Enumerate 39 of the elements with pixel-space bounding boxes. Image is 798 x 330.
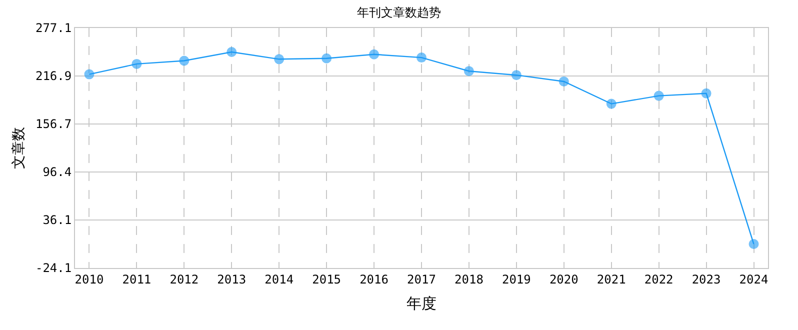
point bbox=[132, 58, 142, 69]
x-tick-label: 2024 bbox=[739, 272, 768, 286]
point bbox=[226, 46, 237, 57]
x-tick-label: 2011 bbox=[122, 272, 152, 286]
point bbox=[558, 76, 569, 86]
y-tick-label: -24.1 bbox=[35, 261, 72, 276]
x-tick-label: 2017 bbox=[407, 272, 436, 286]
point bbox=[274, 54, 284, 64]
x-tick-label: 2014 bbox=[264, 272, 294, 286]
point bbox=[654, 90, 664, 101]
x-tick-label: 2013 bbox=[217, 272, 246, 286]
point bbox=[464, 66, 474, 76]
point bbox=[416, 52, 426, 63]
x-axis-title: 年度 bbox=[406, 294, 436, 312]
x-tick-label: 2012 bbox=[170, 272, 199, 286]
chart-title: 年刊文章数趋势 bbox=[357, 6, 441, 20]
x-tick-label: 2016 bbox=[360, 272, 388, 286]
y-tick-label: 36.1 bbox=[42, 213, 72, 228]
x-tick-label: 2021 bbox=[596, 272, 626, 286]
x-tick-label: 2022 bbox=[644, 272, 674, 286]
x-tick-label: 2010 bbox=[74, 272, 104, 286]
y-tick-label: 216.9 bbox=[35, 69, 72, 84]
point bbox=[748, 239, 759, 250]
point bbox=[179, 56, 190, 66]
x-tick-label: 2020 bbox=[549, 272, 578, 286]
y-tick-label: 156.7 bbox=[35, 117, 72, 132]
y-tick-label: 96.4 bbox=[42, 165, 72, 180]
x-tick-label: 2018 bbox=[454, 272, 484, 286]
point bbox=[369, 49, 380, 60]
point bbox=[511, 70, 522, 80]
point bbox=[701, 88, 712, 98]
point bbox=[84, 69, 94, 80]
y-axis-title: 文章数 bbox=[11, 127, 28, 169]
point bbox=[322, 53, 332, 64]
x-tick-label: 2019 bbox=[502, 272, 531, 286]
x-tick-label: 2023 bbox=[692, 272, 721, 286]
y-tick-label: 277.1 bbox=[35, 21, 72, 36]
point bbox=[606, 98, 616, 109]
x-tick-label: 2015 bbox=[312, 272, 342, 286]
